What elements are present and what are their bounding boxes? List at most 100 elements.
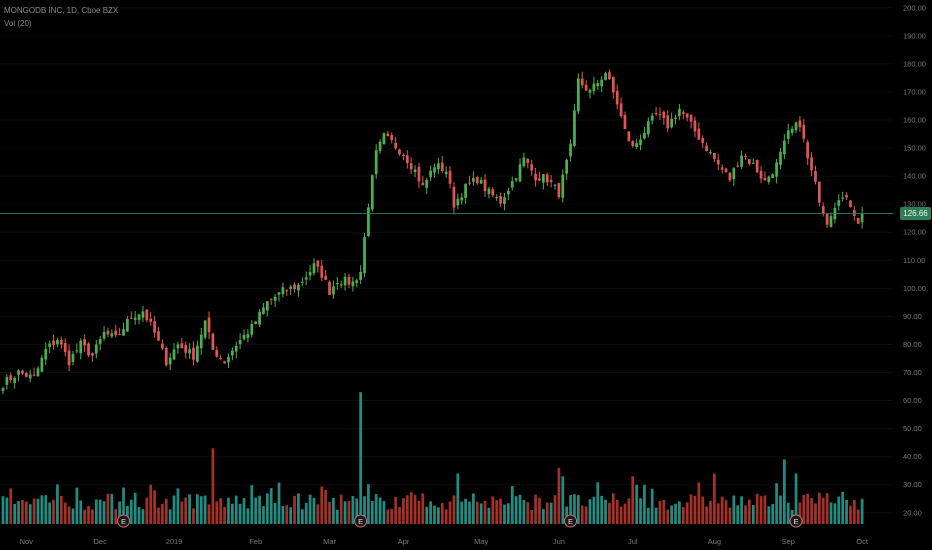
earnings-marker[interactable] — [117, 514, 131, 528]
volume-bar — [164, 498, 168, 524]
volume-bar — [106, 493, 110, 524]
candle-body — [17, 370, 20, 375]
candle-body — [553, 184, 557, 186]
volume-bar — [1, 496, 5, 524]
candle-body — [510, 181, 514, 188]
volume-bar — [87, 505, 90, 524]
candle-body — [584, 84, 588, 91]
volume-bar — [499, 498, 502, 524]
candle-body — [545, 174, 549, 183]
volume-bar — [102, 501, 106, 524]
candle-body — [732, 168, 736, 180]
candle-body — [514, 178, 518, 181]
symbol-title[interactable]: MONGODB INC, 1D, Cboe BZX — [4, 6, 119, 15]
volume-bar — [5, 497, 9, 524]
volume-bar — [184, 497, 188, 524]
volume-bar — [693, 495, 697, 524]
candle-body — [755, 159, 759, 173]
earnings-marker[interactable] — [789, 514, 803, 528]
candle-body — [207, 317, 211, 333]
volume-bar — [52, 499, 55, 524]
volume-bar — [483, 500, 487, 524]
volume-bar — [273, 502, 277, 524]
volume-bars — [1, 392, 864, 524]
volume-bar — [59, 495, 63, 524]
y-tick-label: 140.00 — [903, 172, 926, 181]
y-tick-label: 90.00 — [903, 312, 922, 321]
volume-bar — [783, 459, 786, 524]
volume-bar — [374, 494, 378, 524]
volume-bar — [464, 498, 467, 524]
candle-body — [161, 343, 164, 349]
volume-bar — [437, 507, 440, 524]
volume-bar — [262, 506, 265, 524]
earnings-marker-label: E — [568, 517, 573, 526]
volume-bar — [304, 502, 308, 524]
candle-body — [728, 172, 732, 181]
volume-bar — [705, 506, 708, 524]
volume-bar — [114, 509, 118, 524]
volume-bar — [234, 495, 238, 524]
candle-body — [258, 311, 261, 325]
candle-body — [386, 133, 390, 136]
volume-bar — [161, 503, 164, 524]
candle-body — [856, 217, 860, 224]
candle-body — [277, 292, 281, 295]
volume-bar — [230, 503, 234, 524]
volume-bar — [755, 493, 759, 524]
candle-body — [472, 177, 475, 182]
volume-bar — [405, 495, 409, 524]
candle-body — [674, 117, 677, 119]
volume-bar — [258, 495, 261, 524]
candle-body — [748, 159, 751, 164]
candle-body — [409, 163, 413, 170]
volume-bar — [856, 509, 860, 524]
candle-body — [775, 162, 778, 177]
volume-bar — [98, 499, 102, 524]
y-tick-label: 160.00 — [903, 116, 926, 125]
x-tick-label: Jul — [628, 537, 638, 546]
volume-bar — [145, 497, 149, 524]
candle-body — [137, 314, 141, 320]
volume-bar — [433, 505, 436, 524]
y-tick-label: 60.00 — [903, 396, 922, 405]
volume-bar — [678, 501, 681, 524]
volume-bar — [429, 501, 432, 524]
volume-bar — [242, 498, 246, 524]
volume-bar — [149, 484, 153, 524]
volume-bar — [227, 497, 230, 524]
candle-body — [693, 120, 697, 132]
volume-bar — [394, 497, 397, 524]
candle-body — [681, 112, 685, 114]
candle-body — [635, 143, 639, 147]
candle-body — [9, 375, 13, 381]
candle-body — [437, 163, 440, 170]
volume-bar — [188, 494, 191, 524]
volume-bar — [576, 495, 580, 524]
candle-body — [479, 180, 483, 184]
x-tick-label: May — [474, 537, 488, 546]
volume-bar — [79, 500, 83, 524]
volume-bar — [192, 508, 195, 524]
price-axis[interactable]: 200.00 190.00 180.00 170.00 160.00 150.00 140.… — [903, 3, 926, 517]
candle-body — [666, 115, 670, 129]
volume-bar — [771, 504, 775, 524]
candle-body — [102, 331, 106, 339]
volume-bar — [825, 493, 829, 524]
volume-bar — [526, 502, 530, 524]
candle-body — [234, 345, 238, 352]
candle-body — [495, 196, 499, 199]
x-tick-label: Aug — [708, 537, 721, 546]
volume-bar — [810, 498, 813, 524]
earnings-marker[interactable] — [564, 514, 578, 528]
candle-body — [565, 159, 569, 174]
candle-body — [806, 142, 810, 159]
volume-study-label[interactable]: Vol (20) — [4, 19, 32, 28]
earnings-marker[interactable] — [354, 514, 368, 528]
time-axis[interactable]: Nov Dec 2019 Feb Mar Apr May Jun Jul Aug Sep Oct — [20, 537, 869, 546]
y-tick-label: 180.00 — [903, 59, 926, 68]
candle-body — [141, 311, 145, 318]
volume-bar — [28, 504, 32, 524]
